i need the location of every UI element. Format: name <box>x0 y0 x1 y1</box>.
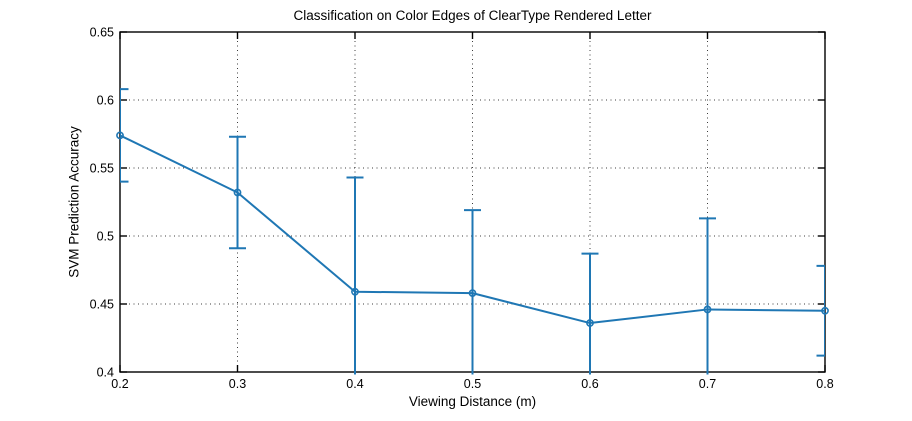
x-tick-label: 0.5 <box>464 377 481 391</box>
y-tick-label: 0.65 <box>90 26 114 40</box>
y-tick-label: 0.55 <box>90 162 114 176</box>
x-tick-label: 0.7 <box>699 377 716 391</box>
data-line <box>120 134 825 325</box>
x-axis-label: Viewing Distance (m) <box>408 394 537 409</box>
data-point-marker <box>703 305 712 314</box>
x-tick-label: 0.6 <box>581 377 598 391</box>
data-point-marker <box>468 289 477 298</box>
data-point-marker <box>821 306 829 315</box>
y-tick-label: 0.5 <box>97 230 114 244</box>
y-tick-label: 0.4 <box>97 366 114 380</box>
y-tick-label: 0.45 <box>90 298 114 312</box>
x-tick-label: 0.4 <box>346 377 363 391</box>
data-point-marker <box>233 188 242 197</box>
data-point-marker <box>586 319 594 327</box>
error-bars <box>120 88 825 375</box>
y-tick-label: 0.6 <box>97 94 114 108</box>
x-tick-label: 0.2 <box>111 377 128 391</box>
data-point-marker <box>116 131 124 140</box>
x-tick-label: 0.3 <box>229 377 246 391</box>
chart-title: Classification on Color Edges of ClearTy… <box>293 8 652 23</box>
x-tick-label: 0.8 <box>816 377 833 391</box>
data-point-marker <box>351 287 359 296</box>
